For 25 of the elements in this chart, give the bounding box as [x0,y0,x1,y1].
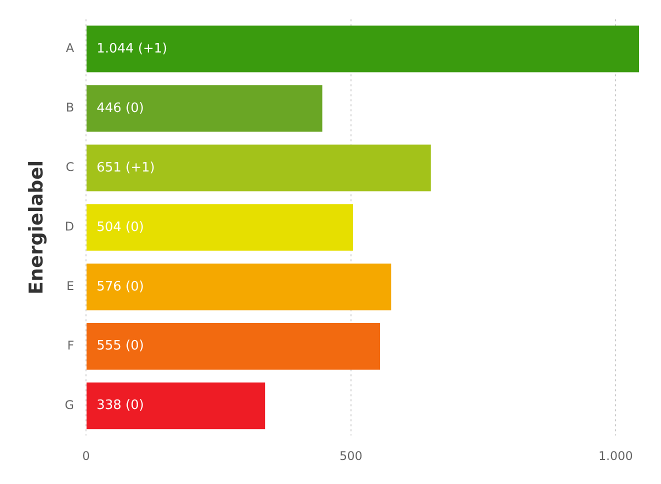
y-tick-label: F [67,338,74,352]
y-tick-label: E [66,279,74,294]
x-tick-label: 0 [82,448,90,463]
x-tick-label: 500 [339,448,362,463]
bar [86,204,354,251]
bar [86,323,380,370]
bar [86,144,431,192]
bar [86,264,392,310]
bar [86,26,639,72]
y-tick-label: C [66,160,74,174]
data-label: 338 (0) [96,398,144,414]
data-label: 446 (0) [96,100,144,116]
bar [86,382,266,430]
bar [86,85,322,132]
y-tick-label: B [66,100,74,115]
data-label: 504 (0) [96,220,144,235]
data-label: 651 (+1) [96,160,155,176]
y-axis-title: Energielabel [25,160,48,294]
data-label: 1.044 (+1) [96,41,168,56]
x-tick-label: 1.000 [598,448,633,463]
y-tick-label: G [64,398,74,412]
y-tick-label: D [64,220,74,234]
y-tick-label: A [66,41,75,56]
data-label: 555 (0) [96,338,144,354]
data-label: 576 (0) [96,279,144,294]
